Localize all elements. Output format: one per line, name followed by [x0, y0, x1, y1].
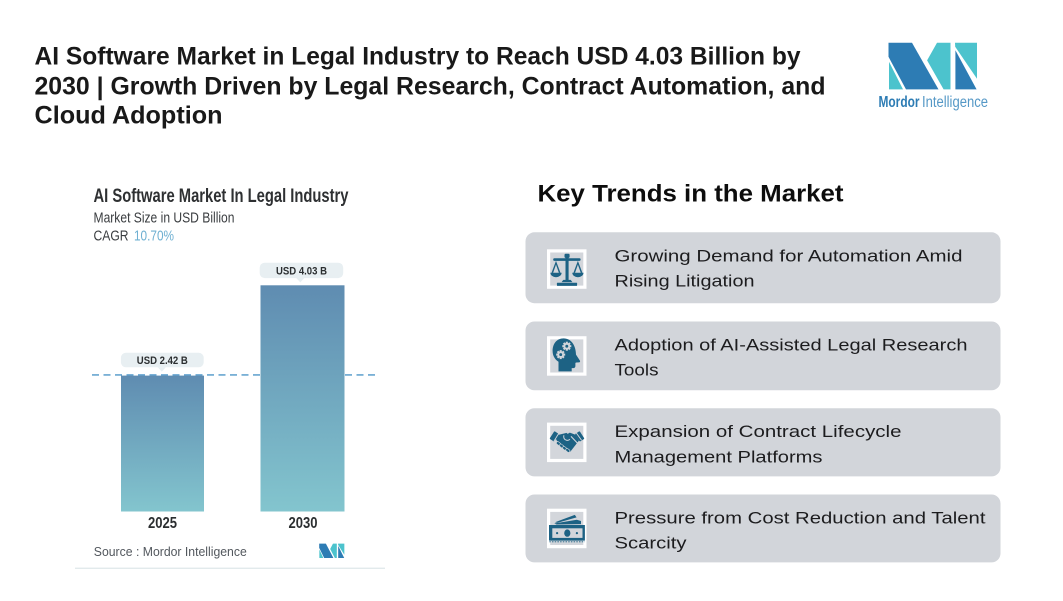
svg-text:Key Trends in the Market: Key Trends in the Market	[538, 181, 844, 208]
svg-text:Source : Mordor Intelligence: Source : Mordor Intelligence	[94, 545, 247, 559]
svg-text:Mordor: Mordor	[879, 94, 920, 111]
svg-text:Scarcity: Scarcity	[615, 534, 688, 553]
svg-text:Intelligence: Intelligence	[922, 94, 988, 111]
svg-text:Management Platforms: Management Platforms	[615, 447, 823, 466]
svg-text:2030 | Growth Driven by Legal: 2030 | Growth Driven by Legal Research, …	[35, 72, 826, 100]
svg-text:USD 4.03 B: USD 4.03 B	[276, 265, 327, 277]
svg-text:Tools: Tools	[615, 361, 659, 380]
svg-text:Growing Demand for Automation: Growing Demand for Automation Amid	[615, 246, 963, 265]
svg-text:Cloud Adoption: Cloud Adoption	[35, 101, 223, 129]
svg-text:2025: 2025	[148, 515, 177, 532]
svg-text:USD 2.42 B: USD 2.42 B	[137, 355, 188, 367]
svg-text:10.70%: 10.70%	[134, 228, 174, 245]
svg-text:2030: 2030	[289, 515, 318, 532]
svg-text:Adoption of AI-Assisted Legal: Adoption of AI-Assisted Legal Research	[615, 336, 968, 355]
svg-text:Pressure from Cost Reduction a: Pressure from Cost Reduction and Talent	[615, 509, 986, 528]
svg-text:Rising Litigation: Rising Litigation	[615, 272, 755, 291]
svg-text:AI Software Market in Legal In: AI Software Market in Legal Industry to …	[35, 43, 801, 71]
svg-text:Expansion of Contract Lifecycl: Expansion of Contract Lifecycle	[615, 422, 902, 441]
svg-text:Market Size in USD Billion: Market Size in USD Billion	[94, 210, 235, 227]
svg-text:CAGR: CAGR	[94, 228, 129, 245]
svg-text:AI Software Market In Legal In: AI Software Market In Legal Industry	[94, 186, 349, 207]
